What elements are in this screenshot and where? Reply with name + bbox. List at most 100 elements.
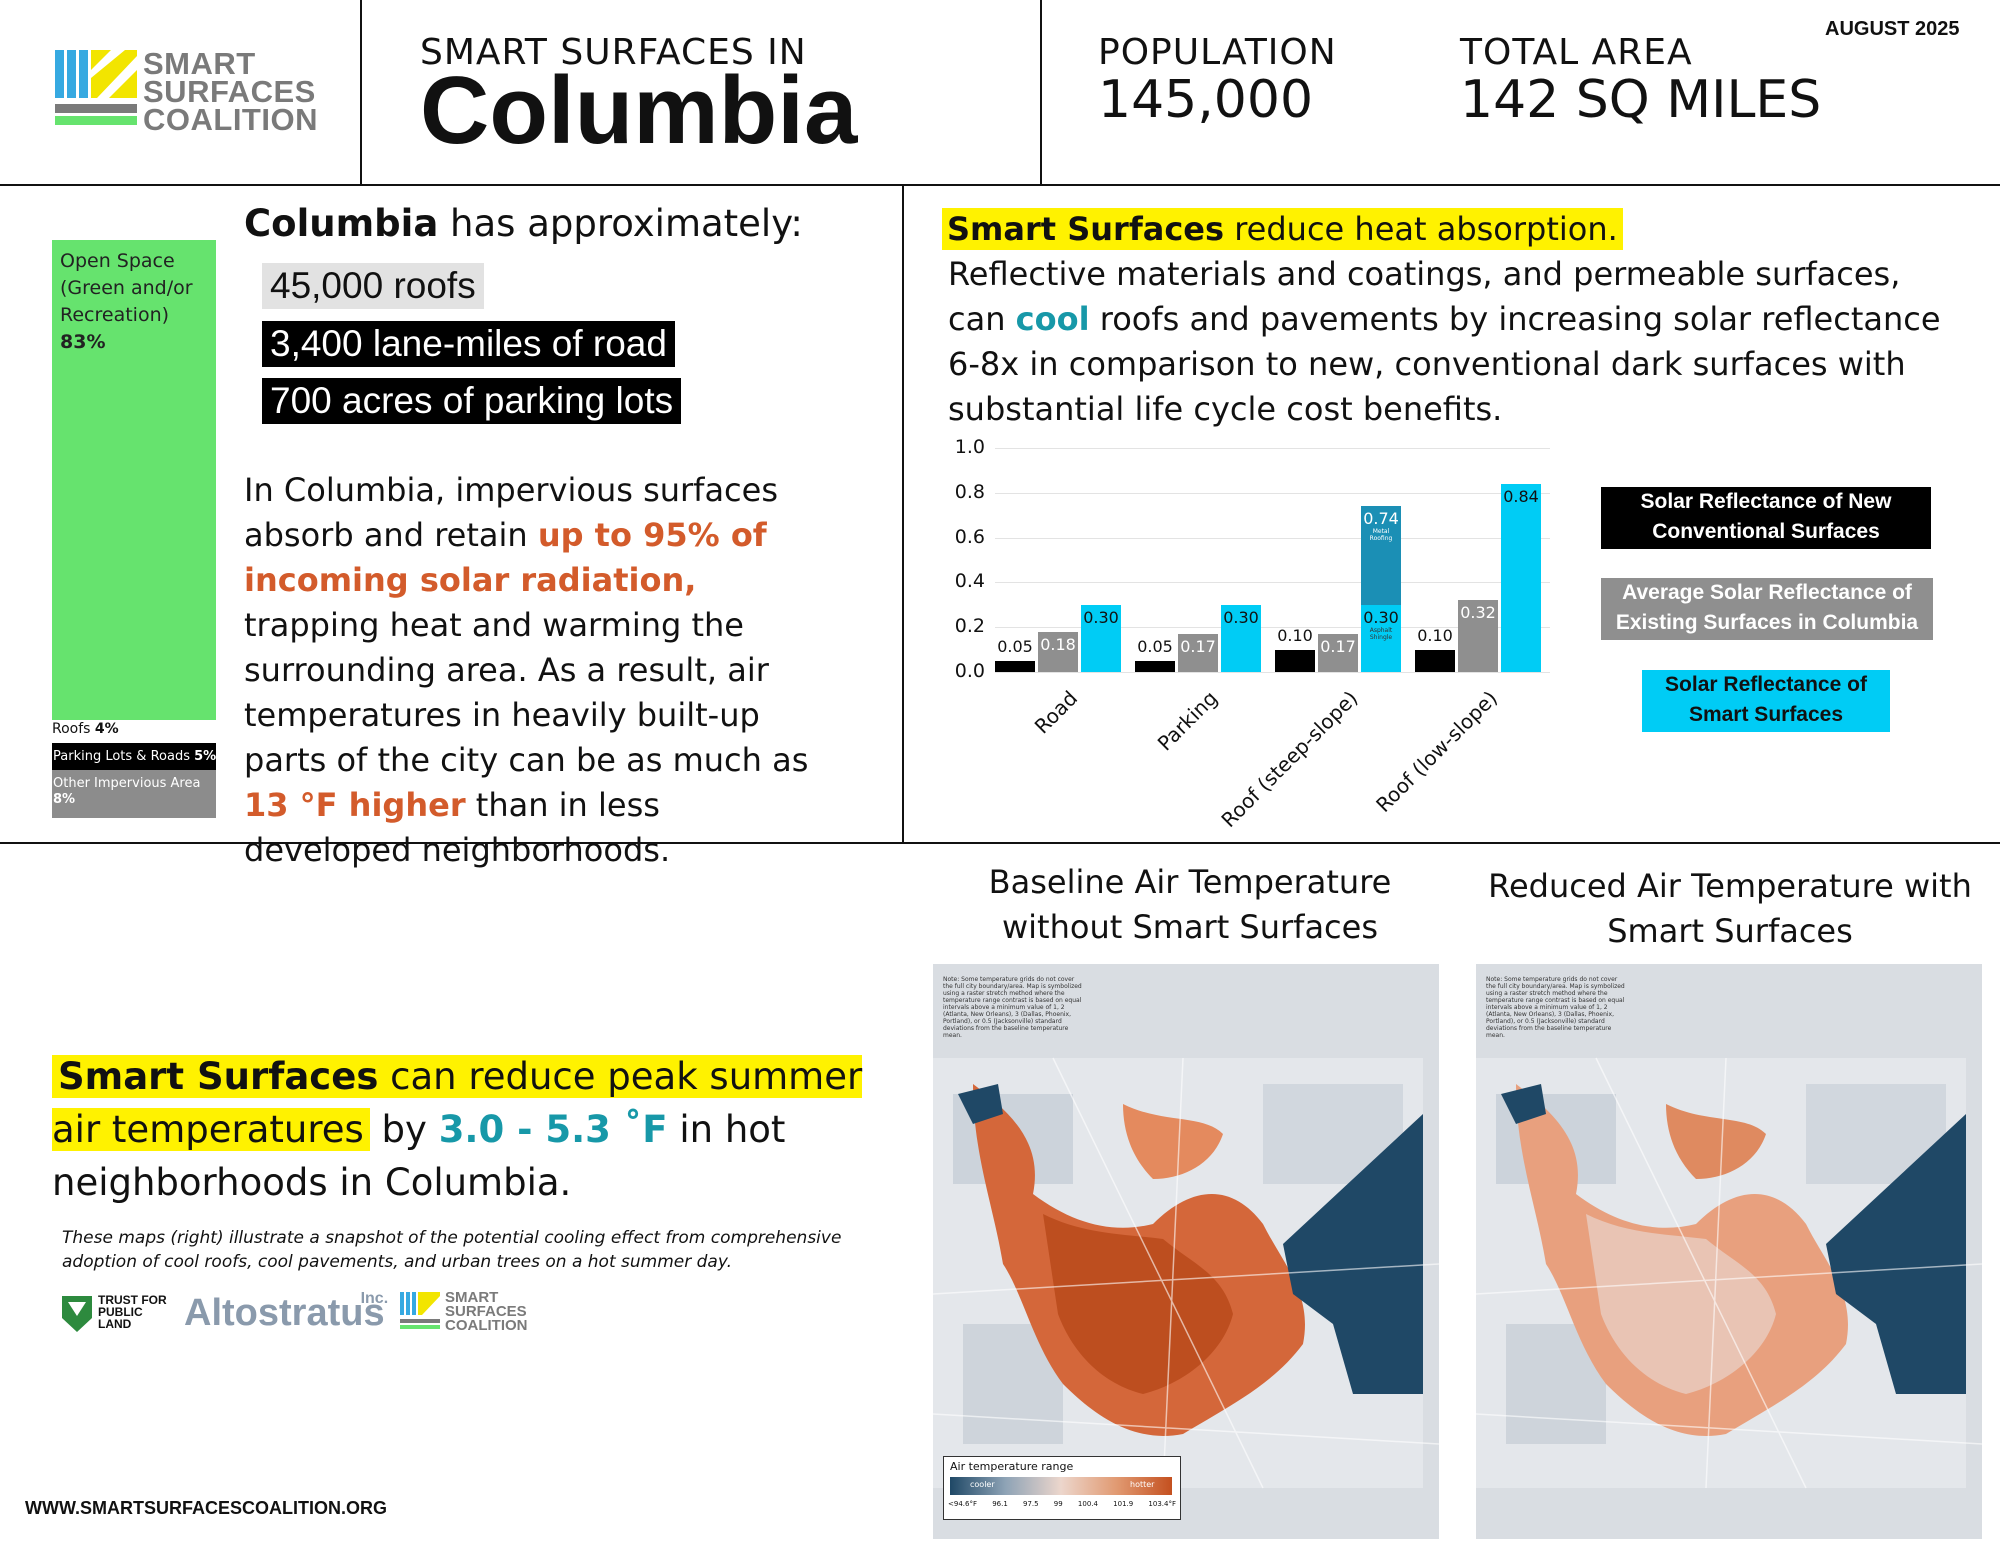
baseline-map-title: Baseline Air Temperature without Smart S… bbox=[988, 863, 1392, 946]
population-value: 145,000 bbox=[1098, 70, 1314, 130]
bar-value-label: 0.17 bbox=[1180, 636, 1216, 656]
legend-tick: 100.4 bbox=[1077, 1500, 1098, 1508]
parking-label: Parking Lots & Roads 5% bbox=[53, 748, 216, 765]
parking-segment bbox=[52, 743, 216, 770]
legend-tick: 96.1 bbox=[992, 1500, 1008, 1508]
para-highlight-1: up to 95% of incoming solar radiation, bbox=[244, 516, 767, 599]
x-category-label: Road bbox=[1029, 686, 1083, 739]
ssc-small-line-3: COALITION bbox=[445, 1317, 528, 1334]
facts-intro-text: has approximately: bbox=[438, 202, 803, 245]
bar-value-label: 0.84 bbox=[1503, 486, 1539, 506]
bar bbox=[1178, 633, 1218, 672]
bar bbox=[1135, 660, 1175, 672]
open-space-segment bbox=[52, 240, 216, 720]
legend-tick: 99 bbox=[1053, 1500, 1063, 1508]
trust-for-public-land-icon bbox=[62, 1296, 92, 1332]
legend-tick: 97.5 bbox=[1022, 1500, 1039, 1508]
altostratus-logo: AltostratusInc. bbox=[184, 1290, 412, 1335]
bar-value-label: 0.74 bbox=[1363, 509, 1399, 529]
reflectance-heading-highlight: Smart Surfaces reduce heat absorption. bbox=[942, 208, 1623, 250]
ssc-small-logo-icon bbox=[400, 1292, 440, 1329]
roofs-segment bbox=[52, 720, 216, 743]
summary-rest1: can reduce peak summer air temperatures bbox=[52, 1055, 863, 1151]
open-space-pct: 83% bbox=[60, 331, 106, 353]
legend-hotter: hotter bbox=[1130, 1480, 1155, 1489]
legend-gradient bbox=[950, 1477, 1172, 1495]
tpl-line-1: TRUST FOR bbox=[98, 1293, 167, 1307]
roofs-pct: 4% bbox=[94, 721, 119, 737]
legend-tick: 101.9 bbox=[1113, 1500, 1134, 1508]
y-tick-label: 0.0 bbox=[954, 660, 985, 682]
gridline bbox=[995, 537, 1550, 539]
title-prefix: SMART SURFACES IN bbox=[420, 32, 807, 73]
legend-smart: Solar Reflectance of Smart Surfaces bbox=[1642, 670, 1890, 732]
logo-text-2: SURFACES bbox=[143, 74, 316, 109]
website-link[interactable]: WWW.SMARTSURFACESCOALITION.ORG bbox=[25, 1498, 387, 1518]
ssc-small-line-1: SMART bbox=[445, 1289, 499, 1306]
summary-range: 3.0 - 5.3 ˚F bbox=[438, 1108, 668, 1151]
tpl-line-3: LAND bbox=[98, 1317, 132, 1331]
legend-title: Air temperature range bbox=[950, 1460, 1074, 1473]
other-label: Other Impervious Area 8% bbox=[53, 776, 200, 808]
x-category-label: Parking bbox=[1152, 686, 1223, 756]
reflectance-heading: Smart Surfaces reduce heat absorption. bbox=[942, 207, 1623, 251]
baseline-heat-map-image bbox=[933, 1057, 1439, 1489]
area-value: 142 SQ MILES bbox=[1460, 70, 1822, 130]
ssc-small-line-2: SURFACES bbox=[445, 1303, 527, 1320]
gridline bbox=[995, 448, 1550, 449]
legend-existing: Average Solar Reflectance of Existing Su… bbox=[1601, 578, 1933, 640]
bar-value-label: 0.05 bbox=[1137, 636, 1173, 656]
summary-heading: Smart Surfaces can reduce peak summer ai… bbox=[52, 1050, 882, 1209]
other-text: Other Impervious Area bbox=[53, 776, 201, 791]
gridline bbox=[995, 672, 1550, 673]
reduced-map-note: Note: Some temperature grids do not cove… bbox=[1486, 976, 1625, 1039]
bar bbox=[1038, 631, 1078, 672]
bar bbox=[1081, 604, 1121, 672]
para-text-1: In Columbia, impervious surfaces absorb … bbox=[244, 471, 778, 554]
gridline bbox=[995, 582, 1550, 584]
other-pct: 8% bbox=[53, 792, 76, 807]
altostratus-inc: Inc. bbox=[360, 1290, 389, 1308]
x-category-label: Roof (steep-slope) bbox=[1216, 686, 1363, 833]
bar-value-label: 0.10 bbox=[1277, 625, 1313, 645]
para-text-2: trapping heat and warming the surroundin… bbox=[244, 606, 809, 779]
reflectance-cool: cool bbox=[1015, 300, 1090, 338]
temperature-legend: Air temperature range cooler hotter <94.… bbox=[943, 1456, 1181, 1520]
population-label: POPULATION bbox=[1098, 32, 1337, 73]
bar bbox=[1275, 649, 1315, 672]
y-tick-label: 0.6 bbox=[954, 525, 985, 548]
y-tick-label: 0.2 bbox=[954, 615, 985, 638]
bar bbox=[1458, 600, 1498, 672]
parking-text: Parking Lots & Roads bbox=[53, 749, 190, 764]
parking-count: 700 acres of parking lots bbox=[262, 378, 682, 424]
page-title: Columbia bbox=[420, 57, 858, 164]
bar-value-label: 0.30 bbox=[1363, 607, 1399, 627]
parking-pct: 5% bbox=[194, 749, 217, 764]
reflectance-body-2: roofs and pavements by increasing solar … bbox=[948, 300, 1941, 428]
bar-value-label: 0.30 bbox=[1083, 607, 1119, 627]
roofs-text: Roofs bbox=[52, 721, 91, 737]
summary-rest2: in hot neighborhoods in Columbia. bbox=[52, 1108, 786, 1204]
roads-count: 3,400 lane-miles of road bbox=[262, 321, 675, 367]
bar bbox=[995, 660, 1035, 672]
logo-text-1: SMART bbox=[143, 46, 256, 81]
area-label: TOTAL AREA bbox=[1460, 32, 1693, 73]
bar bbox=[1318, 633, 1358, 672]
para-text-3: than in less developed neighborhoods. bbox=[244, 786, 671, 869]
legend-tick: 103.4°F bbox=[1148, 1500, 1176, 1508]
bar-value-label: 0.32 bbox=[1460, 603, 1496, 623]
open-space-label: Open Space (Green and/or Recreation) 83% bbox=[60, 248, 210, 356]
baseline-map: Note: Some temperature grids do not cove… bbox=[933, 964, 1439, 1539]
report-date: AUGUST 2025 bbox=[1825, 18, 1960, 40]
y-tick-label: 0.8 bbox=[954, 480, 985, 503]
bar bbox=[1361, 604, 1401, 672]
reflectance-heading-rest: reduce heat absorption. bbox=[1224, 210, 1618, 248]
para-highlight-2: 13 °F higher bbox=[244, 786, 466, 824]
reduced-map-title: Reduced Air Temperature with Smart Surfa… bbox=[1488, 867, 1972, 950]
bar bbox=[1501, 483, 1541, 672]
x-category-label: Roof (low-slope) bbox=[1371, 686, 1503, 817]
bar-value-label: 0.17 bbox=[1320, 636, 1356, 656]
summary-by: by bbox=[369, 1108, 439, 1151]
reflectance-heading-bold: Smart Surfaces bbox=[947, 210, 1225, 248]
y-tick-label: 0.4 bbox=[954, 570, 985, 593]
